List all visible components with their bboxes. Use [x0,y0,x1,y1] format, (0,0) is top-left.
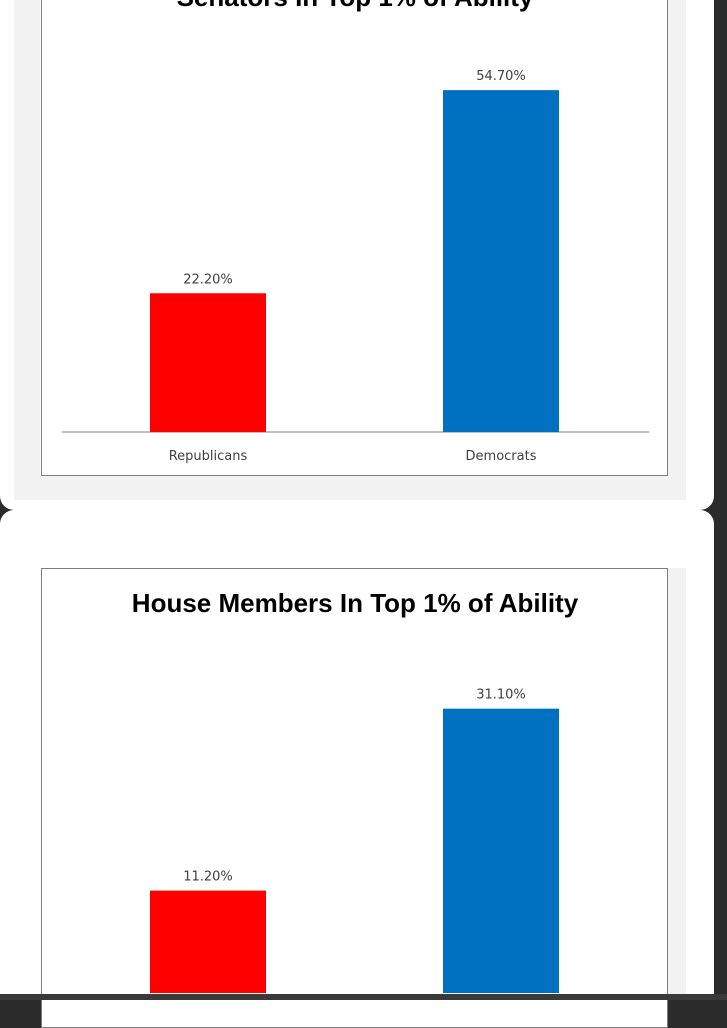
house-chart-svg: House Members In Top 1% of Ability 11.20… [132,588,579,993]
data-label-democrats: 31.10% [476,688,526,703]
bar-democrats [443,708,559,993]
data-label-republicans: 22.20% [183,272,233,287]
gray-margin-left [14,0,40,500]
chart-title: House Members In Top 1% of Ability [132,588,579,618]
senators-chart: Senators In Top 1% of Ability 22.20% 54.… [41,0,668,476]
bar-democrats [443,90,559,432]
data-label-republicans: 11.20% [183,870,233,885]
tick-label-republicans: Republicans [169,449,248,464]
bar-republicans [150,293,266,432]
gray-margin-right-2 [668,568,686,1000]
bottom-edge-bar [0,994,727,1000]
data-label-democrats: 54.70% [476,69,526,84]
tick-label-democrats: Democrats [466,449,537,464]
chart-title: Senators In Top 1% of Ability [177,0,534,12]
house-chart: House Members In Top 1% of Ability 11.20… [41,568,668,1028]
gray-margin-bottom [40,475,686,500]
gray-margin-right [668,0,686,500]
senators-chart-svg: Senators In Top 1% of Ability 22.20% 54.… [62,0,649,464]
bar-republicans [150,890,266,993]
